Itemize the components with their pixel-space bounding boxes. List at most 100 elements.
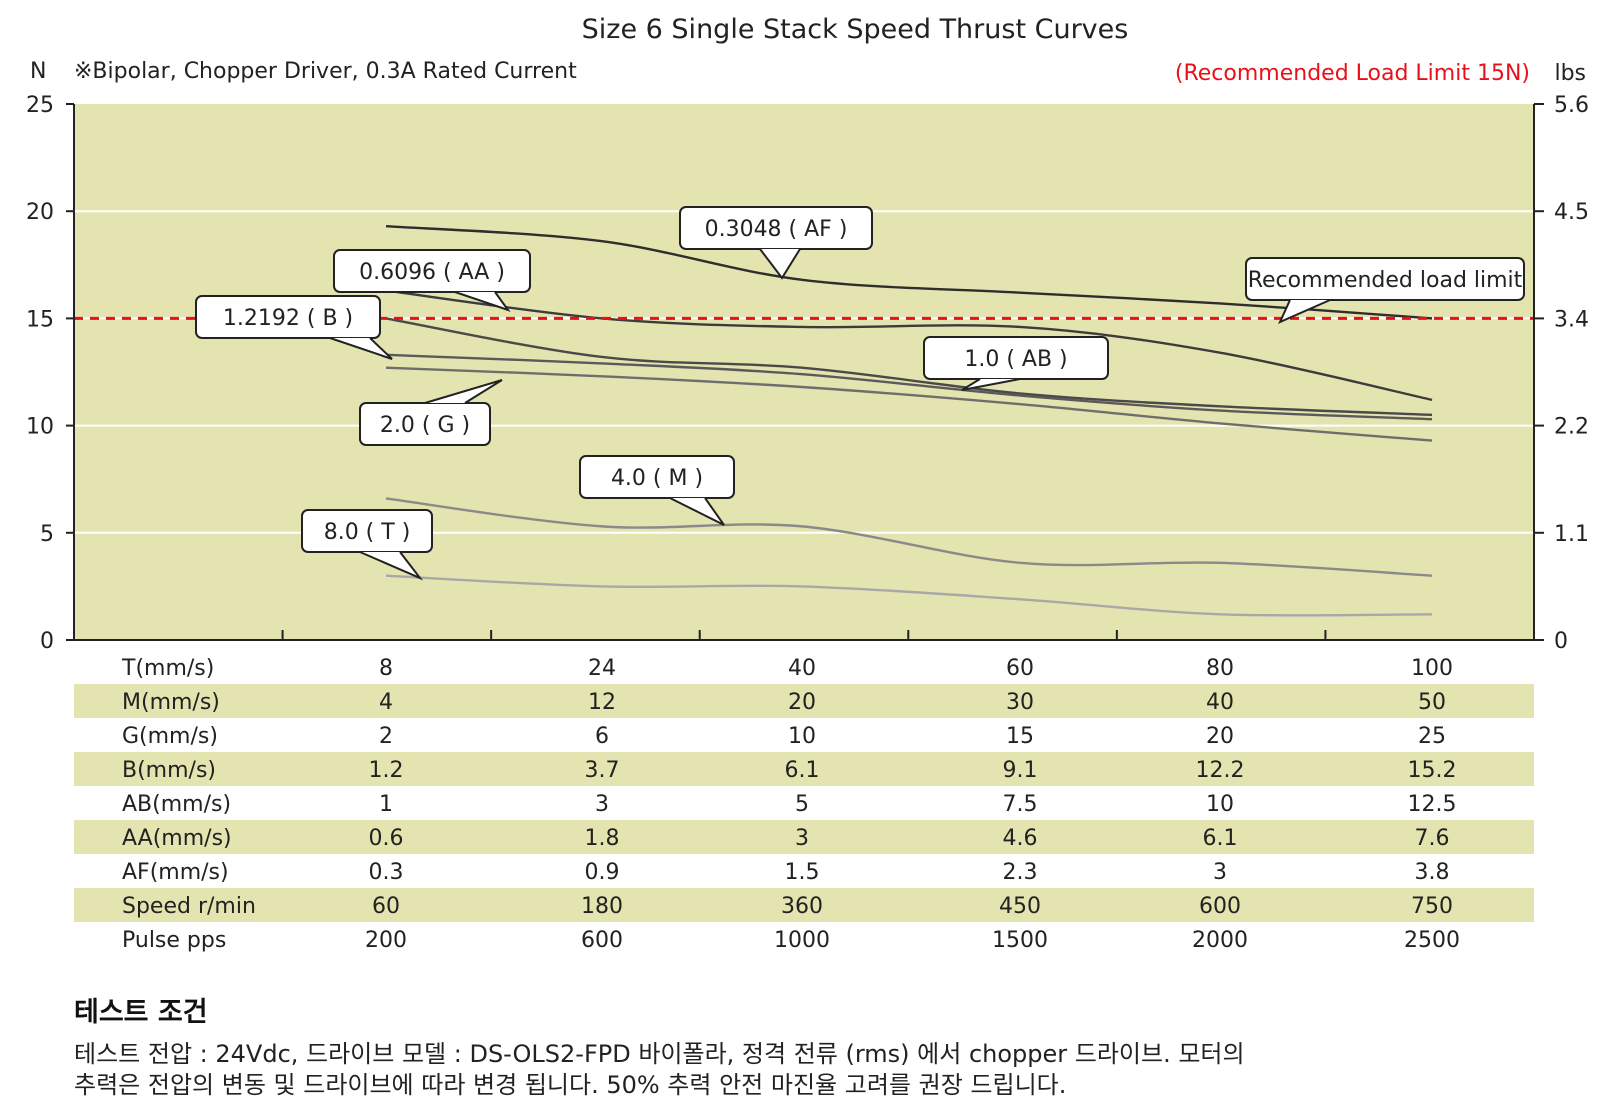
callout-pointer [961, 378, 1021, 391]
table-cell: 7.5 [1003, 792, 1038, 817]
table-row-band [74, 752, 1534, 786]
table-cell: 20 [788, 690, 816, 715]
table-cell: 1 [379, 792, 393, 817]
callout-box [579, 455, 735, 499]
table-cell: 0.3 [369, 860, 404, 885]
table-cell: 200 [365, 928, 407, 953]
callout-label: Recommended load limit [1248, 268, 1523, 293]
test-conditions-heading: 테스트 조건 [74, 997, 208, 1028]
table-cell: 180 [581, 894, 623, 919]
y-tick-label-left: 15 [26, 307, 54, 332]
callout-label: 2.0 ( G ) [380, 413, 470, 438]
table-cell: 450 [999, 894, 1041, 919]
table-cell: 600 [581, 928, 623, 953]
callout-4: 2.0 ( G ) [359, 379, 503, 446]
test-conditions-line-2: 추력은 전압의 변동 및 드라이브에 따라 변경 됩니다. 50% 추력 안전 … [74, 1071, 1067, 1099]
table-cell: 9.1 [1003, 758, 1038, 783]
table-cell: 15 [1006, 724, 1034, 749]
series-line-3 [385, 353, 1433, 421]
table-cell: 3 [595, 792, 609, 817]
thrust-chart: Size 6 Single Stack Speed Thrust Curves … [26, 14, 1589, 953]
callout-pointer [759, 248, 801, 280]
callout-0: 0.3048 ( AF ) [679, 206, 873, 280]
test-conditions: 테스트 조건 테스트 전압 : 24Vdc, 드라이브 모델 : DS-OLS2… [74, 990, 1574, 1101]
table-cell: 80 [1206, 656, 1234, 681]
table-cell: 20 [1206, 724, 1234, 749]
callout-label: 1.0 ( AB ) [964, 347, 1067, 372]
callout-pointer [329, 337, 393, 360]
table-row-band [74, 684, 1534, 718]
table-cell: 12 [588, 690, 616, 715]
table-cell: 60 [1006, 656, 1034, 681]
y-tick-label-right: 0 [1554, 629, 1568, 654]
callout-label: 1.2192 ( B ) [223, 306, 353, 331]
table-cell: 2500 [1404, 928, 1460, 953]
table-cell: 600 [1199, 894, 1241, 919]
y-tick-label-left: 5 [40, 522, 54, 547]
callout-5: 4.0 ( M ) [579, 455, 735, 526]
table-row-label: B(mm/s) [122, 758, 216, 783]
table-cell: 1000 [774, 928, 830, 953]
callout-box [195, 295, 381, 339]
table-cell: 750 [1411, 894, 1453, 919]
table-row-label: AB(mm/s) [122, 792, 231, 817]
callout-label: 8.0 ( T ) [324, 520, 411, 545]
table-row-label: G(mm/s) [122, 724, 218, 749]
callout-label: 4.0 ( M ) [611, 466, 703, 491]
table-cell: 1.5 [785, 860, 820, 885]
right-unit-label: lbs [1554, 61, 1586, 86]
load-limit-note: (Recommended Load Limit 15N) [1175, 61, 1530, 86]
table-cell: 1.8 [585, 826, 620, 851]
table-cell: 3 [795, 826, 809, 851]
y-tick-label-left: 20 [26, 200, 54, 225]
table-cell: 50 [1418, 690, 1446, 715]
chart-subtitle: ※Bipolar, Chopper Driver, 0.3A Rated Cur… [74, 59, 577, 84]
table-cell: 2000 [1192, 928, 1248, 953]
callout-2: 1.2192 ( B ) [195, 295, 393, 360]
table-cell: 40 [1206, 690, 1234, 715]
series-line-6 [385, 574, 1433, 617]
callout-pointer [424, 379, 503, 404]
table-cell: 10 [1206, 792, 1234, 817]
table-row-label: AA(mm/s) [122, 826, 232, 851]
callout-label: 0.6096 ( AA ) [359, 260, 505, 285]
series-line-2 [385, 317, 1433, 417]
series-line-5 [385, 497, 1433, 577]
table-cell: 5 [795, 792, 809, 817]
callout-6: 8.0 ( T ) [301, 509, 433, 581]
y-tick-label-right: 3.4 [1554, 307, 1589, 332]
y-tick-label-right: 5.6 [1554, 93, 1589, 118]
series-line-4 [385, 366, 1433, 442]
table-row-label: Speed r/min [122, 894, 256, 919]
table-cell: 60 [372, 894, 400, 919]
callout-7: Recommended load limit [1245, 257, 1525, 324]
table-cell: 12.2 [1196, 758, 1245, 783]
table-cell: 24 [588, 656, 616, 681]
table-row-label: T(mm/s) [121, 656, 214, 681]
table-cell: 15.2 [1408, 758, 1457, 783]
table-cell: 2 [379, 724, 393, 749]
series-callouts: 0.3048 ( AF ) 0.6096 ( AA )1.2192 ( B ) 1.… [195, 206, 1525, 581]
table-cell: 3.7 [585, 758, 620, 783]
table-cell: 0.9 [585, 860, 620, 885]
series-line-0 [385, 225, 1433, 320]
y-tick-label-right: 1.1 [1554, 522, 1589, 547]
callout-pointer [669, 497, 725, 526]
table-cell: 360 [781, 894, 823, 919]
table-cell: 10 [788, 724, 816, 749]
table-cell: 4.6 [1003, 826, 1038, 851]
table-cell: 3.8 [1415, 860, 1450, 885]
table-cell: 6.1 [1203, 826, 1238, 851]
table-row-label: AF(mm/s) [122, 860, 229, 885]
y-tick-label-left: 10 [26, 415, 54, 440]
y-axis-left: 0 5 10 15 20 25 [26, 93, 74, 654]
y-tick-label-right: 4.5 [1554, 200, 1589, 225]
table-row-label: Pulse pps [122, 928, 226, 953]
table-row-band [74, 888, 1534, 922]
table-cell: 6 [595, 724, 609, 749]
table-cell: 40 [788, 656, 816, 681]
chart-title: Size 6 Single Stack Speed Thrust Curves [582, 14, 1129, 45]
table-cell: 12.5 [1408, 792, 1457, 817]
series-line-1 [385, 289, 1433, 402]
